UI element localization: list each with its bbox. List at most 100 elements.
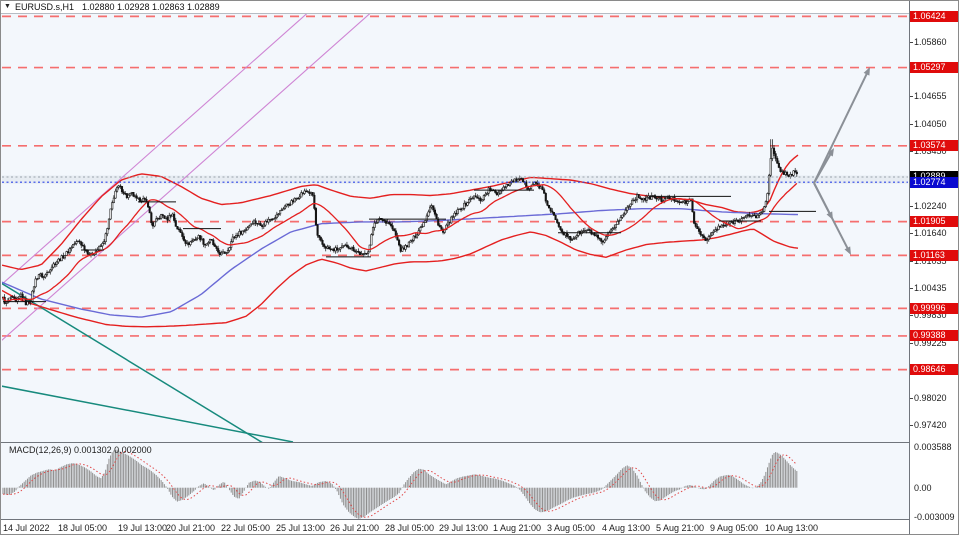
candle-body [362,253,365,255]
candle-body [592,233,595,235]
candle-body [106,228,109,235]
candle-body [473,195,476,199]
candle-body [36,278,39,280]
candle-body [226,250,229,253]
price-level-badge: 1.05297 [910,62,958,74]
candle-body [130,192,133,194]
candle-body [461,208,464,211]
candle-body [710,232,714,236]
candle-body [298,196,301,199]
candle-body [168,215,171,221]
candle-body [49,269,52,273]
candle-body [784,171,787,175]
candle-body [204,244,207,246]
candle-body [471,197,474,200]
violet-trendline [2,13,372,341]
candle-body [601,241,604,243]
candle-body [675,200,678,203]
price-level-badge: 1.03574 [910,140,958,152]
candle-body [756,214,759,219]
candle-body [339,247,342,250]
candle-body [619,217,622,221]
candle-body [629,203,632,207]
candle-body [150,212,153,224]
candle-body [681,201,684,203]
candle-body [135,195,138,199]
candle-body [153,221,156,227]
candle-body [409,240,412,243]
candle-body [37,274,40,280]
candle-body [484,193,487,196]
candle-body [549,207,552,212]
candle-body [371,227,375,235]
time-axis-label: 26 Jul 21:00 [330,523,380,533]
candle-body [78,240,81,243]
candle-body [564,232,567,236]
candle-body [668,196,671,200]
candle-body [342,245,345,247]
candle-body [394,230,397,236]
candle-body [567,235,570,238]
candle-body [546,200,549,206]
candle-body [425,215,428,221]
candle-body [415,234,419,238]
time-axis-label: 10 Aug 13:00 [765,523,819,533]
candle-body [363,252,366,255]
candle-body [577,231,580,236]
candle-body [26,300,29,306]
candle-body [233,236,236,239]
time-axis-label: 28 Jul 05:00 [385,523,435,533]
time-axis-label: 18 Jul 05:00 [58,523,108,533]
candle-body [176,226,179,230]
candle-body [758,213,761,216]
candle-body [93,253,96,256]
candle-body [487,187,490,194]
candle-body [495,192,498,196]
price-level-badge: 0.99388 [910,330,958,342]
candle-body [133,195,137,197]
candle-body [513,178,516,183]
candle-body [375,222,378,224]
candle-body [41,273,44,278]
mid-ma-red-line [2,182,798,302]
time-axis-label: 3 Aug 05:00 [547,523,596,533]
price-level-badge: 1.01163 [910,249,958,261]
candle-body [191,240,194,243]
candle-body [75,241,78,244]
candle-body [715,229,718,231]
candle-body [585,230,588,232]
candle-body [463,202,466,209]
candle-body [243,230,246,232]
candle-body [474,195,477,198]
candle-body [429,206,432,213]
collapse-chart-icon[interactable]: ▼ [4,3,11,10]
upper-band-line [2,154,799,271]
candle-body [65,251,68,256]
candle-body [169,215,172,217]
candle-body [272,218,275,220]
macd-indicator-values: 0.001302 0.002000 [74,445,152,455]
candle-body [68,248,71,253]
price-axis-label: 0.99225 [910,337,947,348]
candle-body [730,221,733,223]
candle-body [218,251,221,256]
candle-body [598,237,601,240]
candle-body [388,222,391,225]
candle-body [274,217,277,219]
candle-body [666,196,670,199]
candle-body [283,205,287,210]
candle-body [280,209,283,212]
candle-body [314,208,318,226]
candle-body [160,214,163,219]
candle-body [179,229,182,233]
candle-body [45,272,49,276]
candle-body [503,186,507,188]
candle-body [112,197,115,203]
candle-body [642,198,645,201]
candle-body [279,210,282,215]
candle-body [393,228,396,232]
candle-body [244,229,247,231]
candle-body [101,243,104,247]
candle-body [259,223,262,226]
